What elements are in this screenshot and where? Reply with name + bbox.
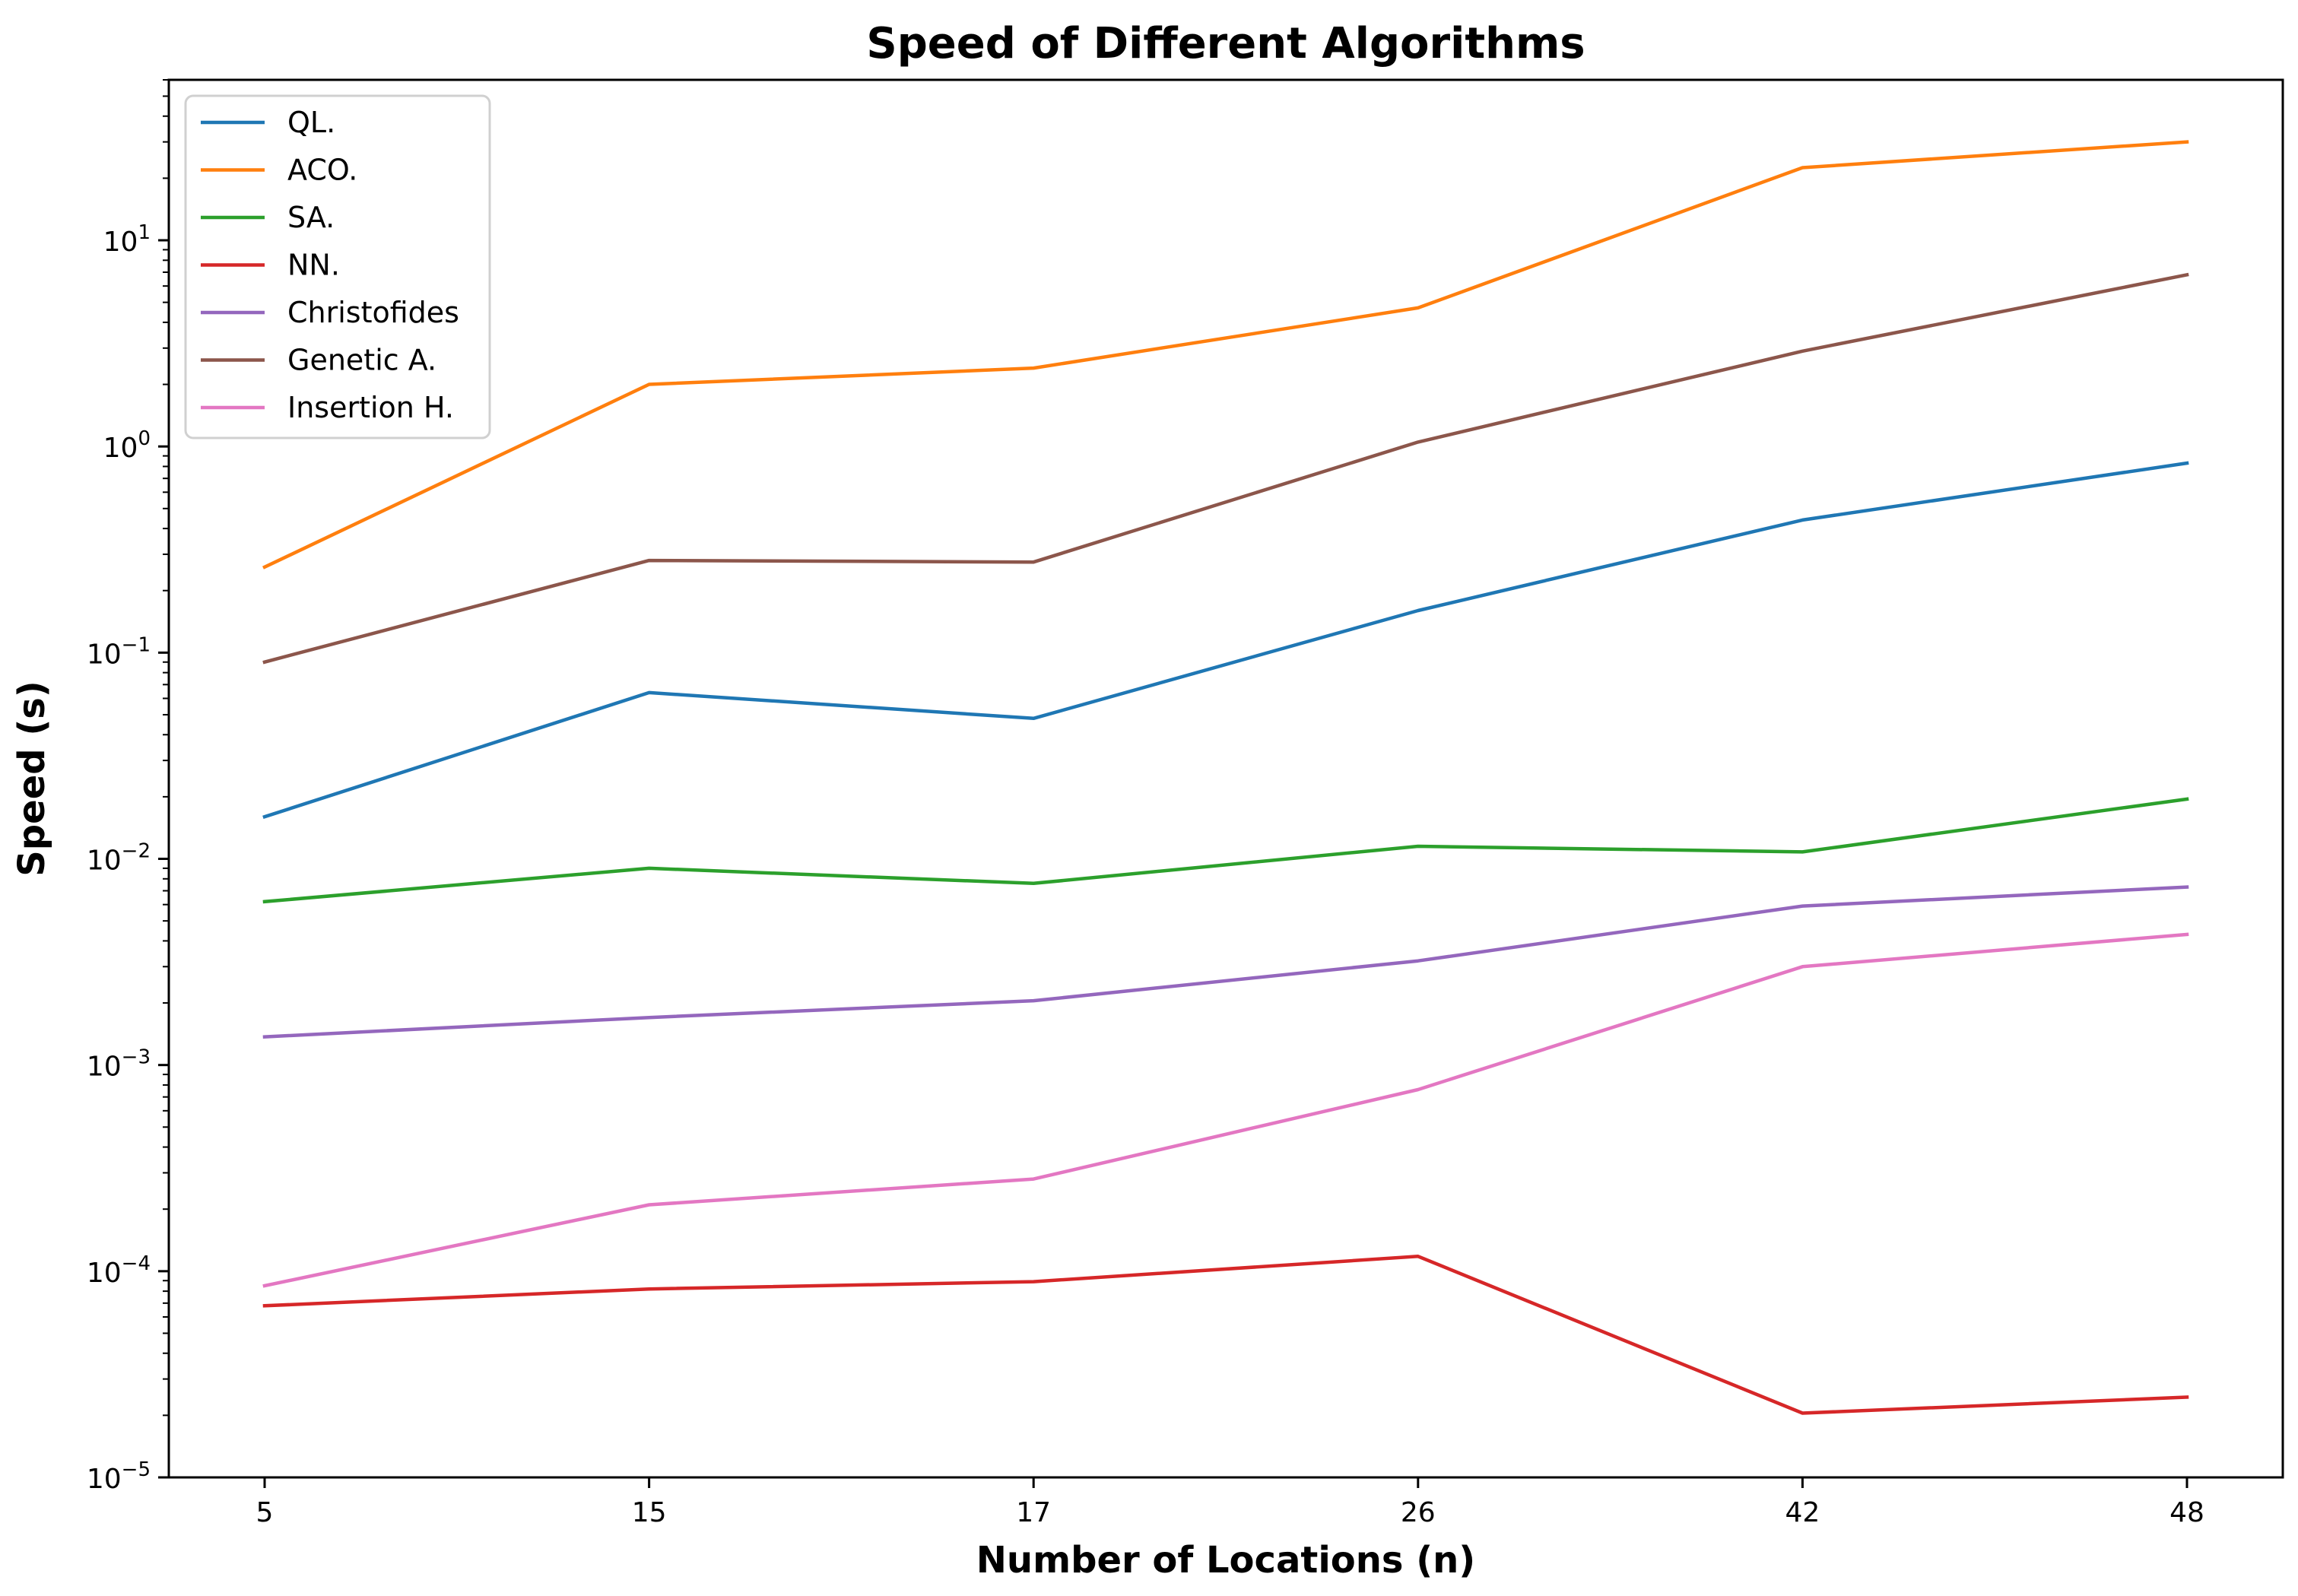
- y-tick-label: 100: [103, 427, 151, 464]
- legend: QL. ACO. SA. NN. Christofides Genetic A. Inser…: [184, 94, 491, 439]
- y-tick-label: 10−2: [87, 840, 151, 877]
- legend-box: [184, 94, 491, 439]
- y-tick-label: 10−5: [87, 1458, 151, 1495]
- x-tick-label: 17: [1016, 1497, 1051, 1528]
- legend-label-nn: NN.: [287, 249, 340, 282]
- plot-frame: [167, 78, 2284, 1479]
- y-tick-label: 101: [103, 221, 151, 258]
- y-tick-label: 10−3: [87, 1046, 151, 1083]
- y-tick-label: 10−1: [87, 633, 151, 670]
- x-tick-label: 48: [2169, 1497, 2204, 1528]
- series-lines: [262, 140, 2189, 1415]
- x-axis-label: Number of Locations (n): [976, 1539, 1476, 1582]
- legend-label-ql: QL.: [287, 106, 335, 139]
- x-tick-label: 42: [1785, 1497, 1820, 1528]
- series-line-genetic-a: [262, 272, 2189, 665]
- x-tick-label: 15: [632, 1497, 667, 1528]
- series-line-ql: [262, 461, 2189, 820]
- x-tick-label: 5: [256, 1497, 274, 1528]
- legend-label-christofides: Christofides: [287, 296, 459, 329]
- legend-label-aco: ACO.: [287, 154, 357, 187]
- series-line-insertion-h: [262, 932, 2189, 1288]
- series-line-aco: [262, 140, 2189, 570]
- legend-label-sa: SA.: [287, 201, 335, 234]
- legend-label-genetic-a: Genetic A.: [287, 344, 436, 377]
- y-axis-label: Speed (s): [11, 681, 53, 877]
- series-line-sa: [262, 797, 2189, 904]
- series-line-nn: [262, 1255, 2189, 1415]
- x-tick-labels: 5 15 17 26 42 48: [256, 1497, 2204, 1528]
- x-tick-label: 26: [1401, 1497, 1436, 1528]
- legend-label-insertion-h: Insertion H.: [287, 391, 454, 424]
- y-tick-labels: 10−5 10−4 10−3 10−2 10−1 100 101: [87, 221, 151, 1495]
- series-line-christofides: [262, 885, 2189, 1039]
- chart-title: Speed of Different Algorithms: [866, 19, 1585, 68]
- y-tick-label: 10−4: [87, 1252, 151, 1289]
